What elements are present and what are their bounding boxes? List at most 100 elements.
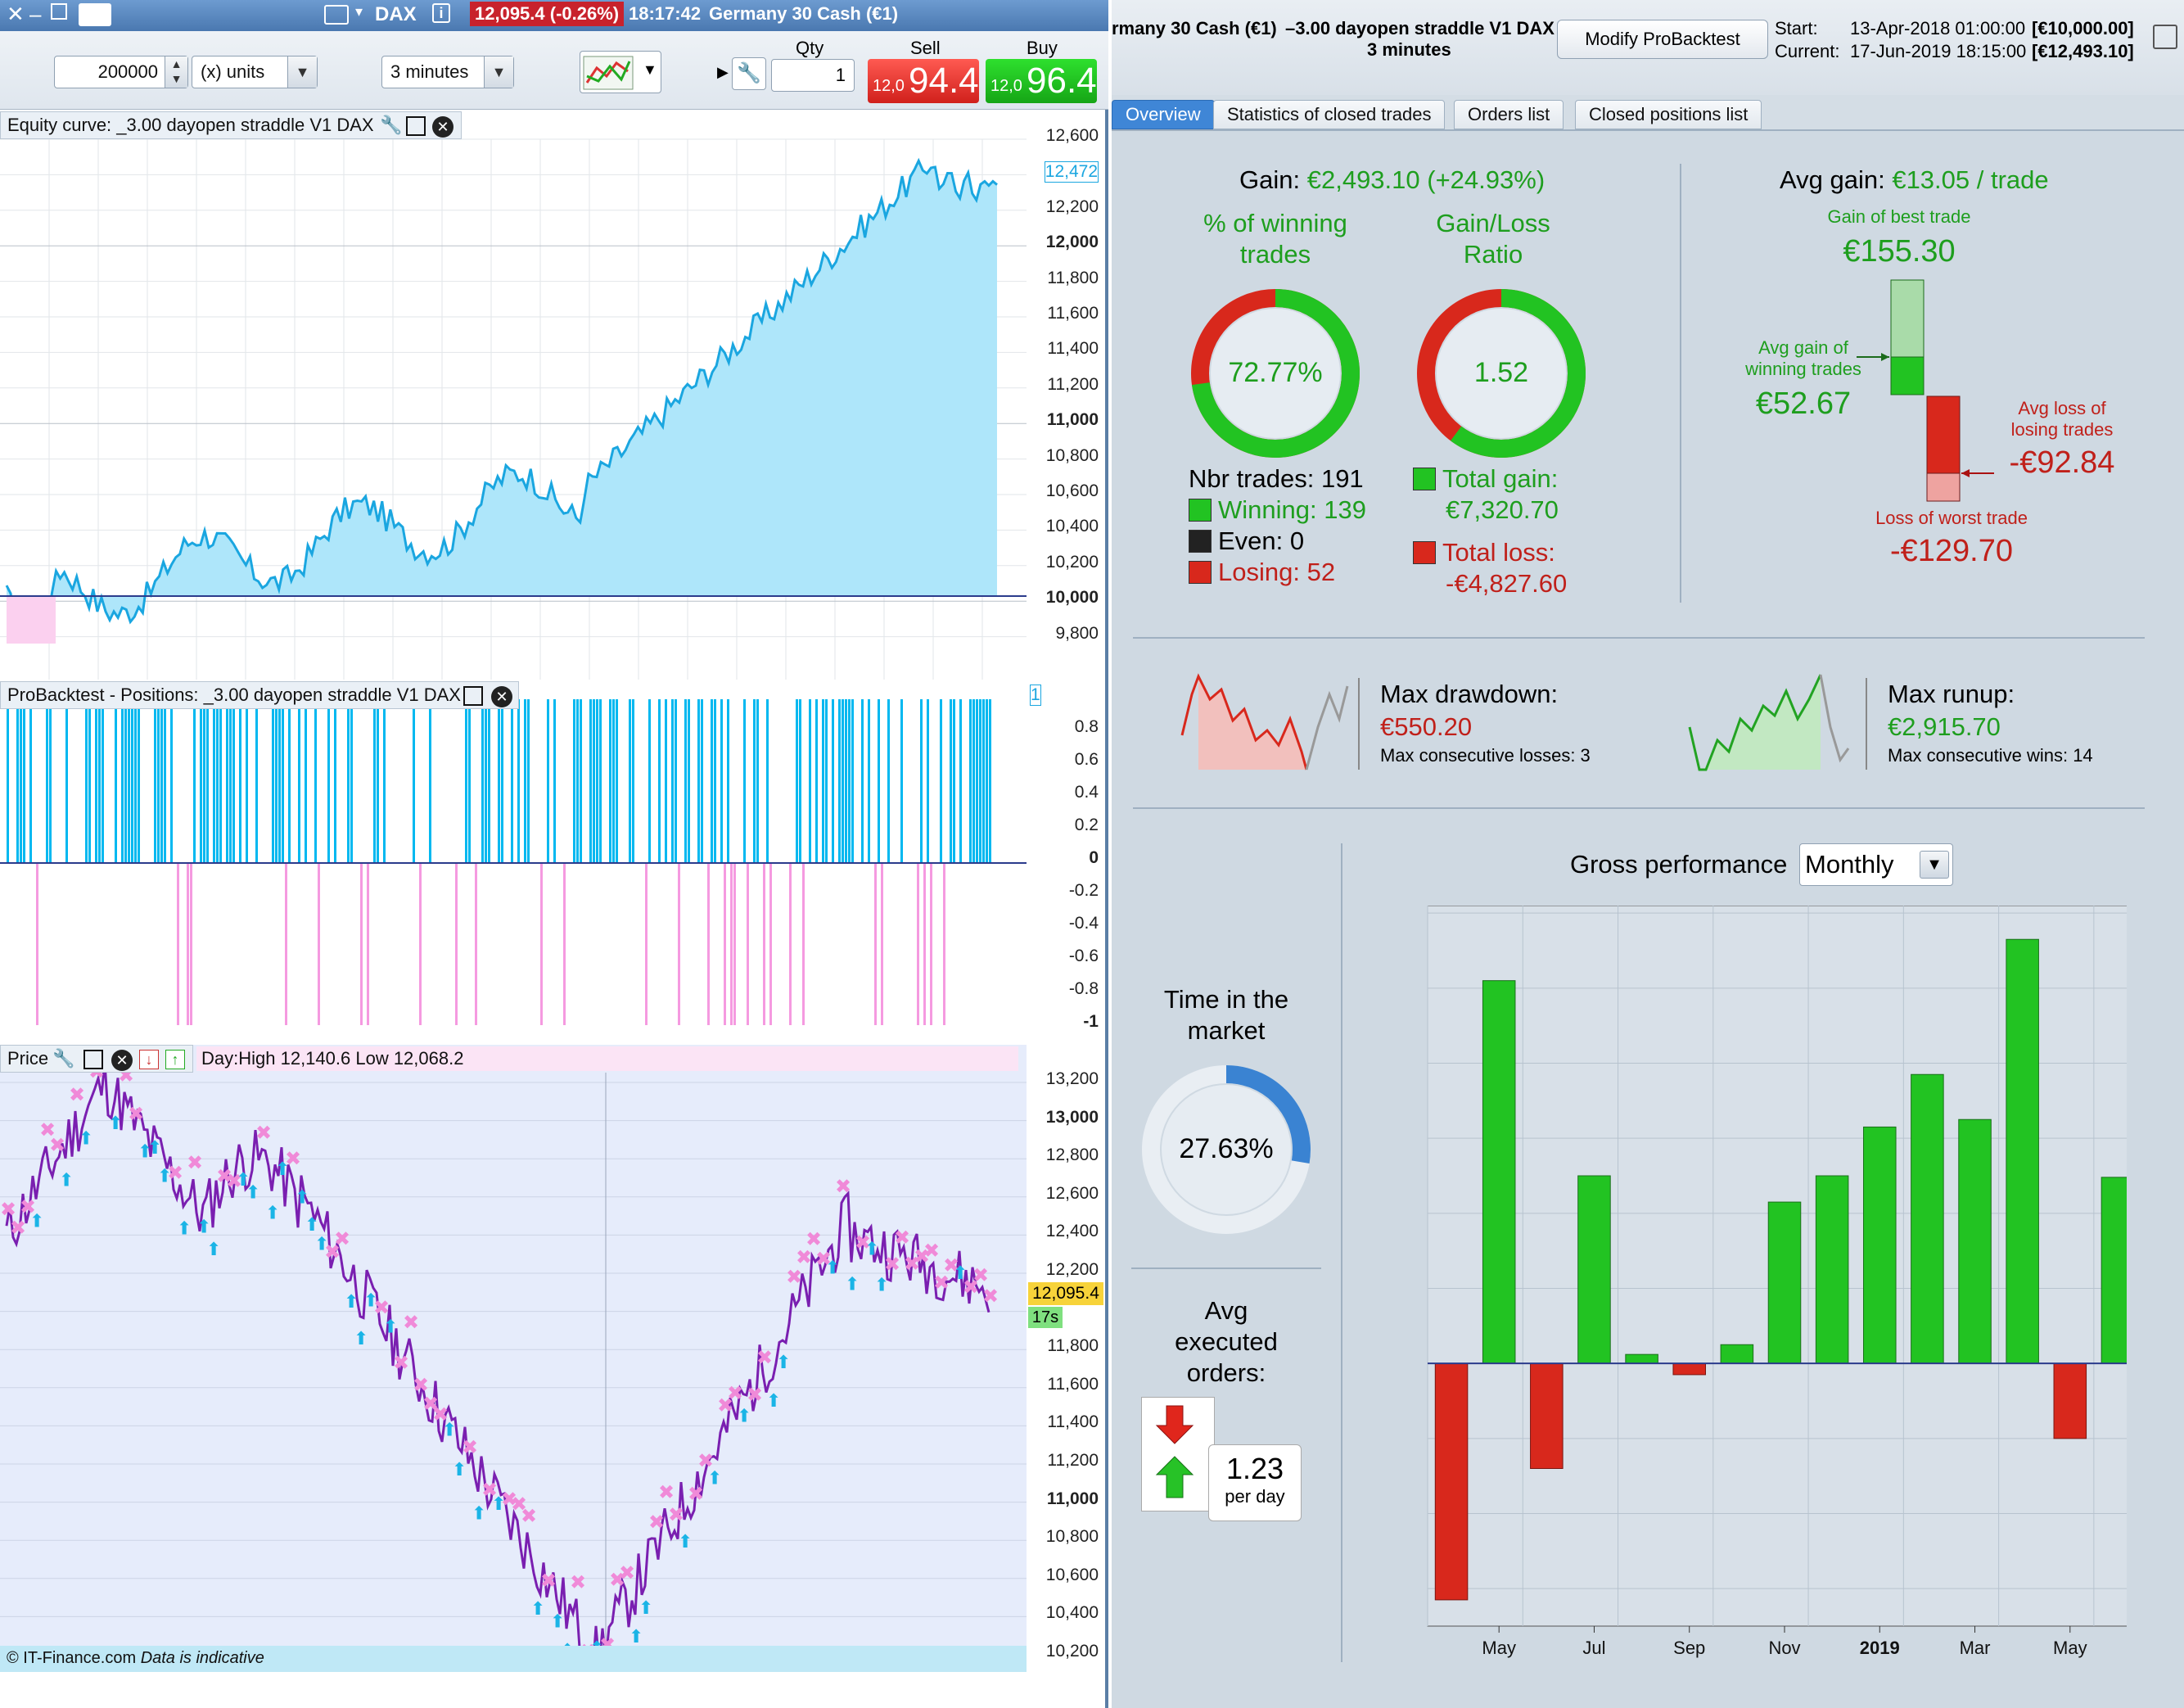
minimize-icon[interactable]: –: [29, 2, 42, 26]
copyright-text: © IT-Finance.com: [7, 1649, 137, 1667]
axis-tick-label: 0.4: [1074, 783, 1099, 802]
axis-tick-label: 12,472: [1044, 161, 1099, 183]
window-titlebar: ✕ – ▾ DAX i 12,095.4 (-0.26%) 18:17:42 G…: [0, 0, 1108, 31]
divider: [1133, 807, 2145, 809]
axis-tick-label: 10,800: [1045, 445, 1099, 465]
short-position-bar: [285, 863, 287, 1025]
long-position-bar: [743, 699, 746, 863]
sell-cross-marker: ✖: [49, 1134, 65, 1157]
stepper-icon[interactable]: ▲ ▼: [165, 56, 187, 88]
buy-arrow-marker: ⬆: [265, 1204, 280, 1224]
sell-cross-marker: ✖: [619, 1561, 635, 1584]
window-icon[interactable]: [83, 1050, 103, 1069]
buy-arrow-marker: ⬆: [295, 1188, 309, 1209]
axis-tick-label: 12,200: [1045, 1260, 1099, 1279]
keyboard-icon[interactable]: [79, 3, 111, 26]
close-icon[interactable]: ✕: [432, 116, 453, 138]
wrench-icon[interactable]: 🔧: [380, 115, 403, 135]
close-icon[interactable]: ✕: [111, 1050, 133, 1071]
buy-arrow-marker: ⬆: [776, 1353, 791, 1373]
sell-order-icon[interactable]: ↓: [139, 1050, 159, 1069]
report-instrument: rmany 30 Cash (€1): [1112, 18, 1277, 38]
long-position-bar: [976, 699, 978, 863]
sell-cross-marker: ✖: [815, 1247, 832, 1270]
chevron-down-icon[interactable]: ▾: [355, 3, 363, 20]
x-tick-label: Sep: [1673, 1638, 1705, 1658]
tab-statistics[interactable]: Statistics of closed trades: [1213, 100, 1446, 129]
tab-closed-positions[interactable]: Closed positions list: [1575, 100, 1762, 129]
window-icon[interactable]: [463, 686, 483, 706]
short-position-bar: [747, 863, 749, 1025]
long-position-bar: [511, 699, 513, 863]
buy-arrow-marker: ⬆: [29, 1211, 44, 1231]
long-position-bar: [632, 699, 634, 863]
equity-panel-title: Equity curve: _3.00 dayopen straddle V1 …: [7, 115, 374, 135]
close-icon[interactable]: ✕: [491, 686, 512, 707]
gross-bar-apr: [2006, 938, 2039, 1364]
long-position-bar: [671, 699, 674, 863]
buy-arrow-marker: ⬆: [196, 1217, 211, 1237]
gross-bar-jan: [1863, 1126, 1897, 1364]
buy-order-icon[interactable]: ↑: [165, 1050, 185, 1069]
sell-cross-marker: ✖: [334, 1227, 350, 1250]
long-position-bar: [629, 699, 631, 863]
time-in-market-value: 27.63%: [1179, 1133, 1274, 1164]
axis-tick-label: 10,600: [1045, 481, 1099, 500]
axis-tick-label: -0.6: [1068, 947, 1099, 965]
long-position-bar: [115, 699, 117, 863]
orders-per-day-card: 1.23 per day: [1208, 1444, 1302, 1521]
short-position-bar: [943, 863, 945, 1025]
instrument-ticker[interactable]: DAX: [375, 3, 417, 25]
long-position-bar: [950, 699, 952, 863]
gross-performance-period-select[interactable]: Monthly ▼: [1799, 843, 1953, 886]
sell-cross-marker: ✖: [805, 1228, 822, 1251]
sell-cross-marker: ✖: [226, 1170, 242, 1193]
buy-arrow-marker: ⬆: [442, 1420, 457, 1440]
overview-pane: Gain: €2,493.10 (+24.93%) % of winning tr…: [1112, 129, 2184, 1708]
sell-button[interactable]: 12,0 94.4: [868, 59, 979, 103]
buy-arrow-marker: ⬆: [550, 1611, 565, 1632]
units-select[interactable]: (x) units ▼: [192, 56, 318, 88]
size-input[interactable]: 200000 ▲ ▼: [54, 56, 188, 88]
axis-tick-label: 12,600: [1045, 126, 1099, 145]
sell-cross-marker: ✖: [972, 1264, 989, 1287]
long-position-bar: [350, 699, 353, 863]
chart-type-icon[interactable]: [324, 5, 349, 25]
long-position-bar: [314, 699, 317, 863]
wrench-icon[interactable]: 🔧: [732, 57, 766, 90]
long-position-bar: [229, 699, 232, 863]
indicators-button[interactable]: ▼: [580, 51, 661, 93]
gross-bar-jun: [1530, 1362, 1564, 1470]
modify-probacktest-button[interactable]: Modify ProBacktest: [1557, 20, 1768, 59]
long-position-bar: [485, 699, 487, 863]
buy-button[interactable]: 12,0 96.4: [986, 59, 1097, 103]
short-position-bar: [563, 863, 566, 1025]
current-capital: [€12,493.10]: [2032, 41, 2134, 61]
positions-panel-header: ProBacktest - Positions: _3.00 dayopen s…: [0, 681, 519, 709]
print-icon[interactable]: [2153, 25, 2177, 49]
info-icon[interactable]: i: [432, 3, 450, 23]
long-position-bar: [940, 699, 942, 863]
tab-overview[interactable]: Overview: [1112, 100, 1215, 129]
buy-arrow-marker: ⬆: [874, 1276, 889, 1296]
timeframe-select[interactable]: 3 minutes ▼: [381, 56, 514, 88]
expand-arrow-icon[interactable]: ▶: [717, 64, 729, 80]
close-icon[interactable]: ✕: [7, 2, 25, 26]
window-icon[interactable]: [406, 116, 426, 136]
tab-orders-list[interactable]: Orders list: [1454, 100, 1564, 129]
axis-tick-label: -0.8: [1068, 979, 1099, 998]
qty-input[interactable]: 1: [771, 59, 855, 92]
wrench-icon[interactable]: 🔧: [52, 1048, 75, 1069]
sell-cross-marker: ✖: [796, 1245, 812, 1268]
axis-tick-label: 10,200: [1045, 1642, 1099, 1661]
equity-axis: 12,600 12,472 12,200 12,000 11,800 11,600 11,4…: [1027, 111, 1105, 680]
maximize-icon[interactable]: [51, 3, 67, 20]
long-position-bar: [429, 699, 431, 863]
long-position-bar: [157, 699, 160, 863]
long-position-bar: [887, 699, 890, 863]
even-swatch: [1189, 530, 1212, 553]
winning-donut-arc: [1191, 289, 1360, 458]
sell-cross-marker: ✖: [511, 1493, 527, 1516]
axis-tick-label: 10,000: [1045, 588, 1099, 608]
best-trade-value: €155.30: [1843, 234, 1956, 269]
